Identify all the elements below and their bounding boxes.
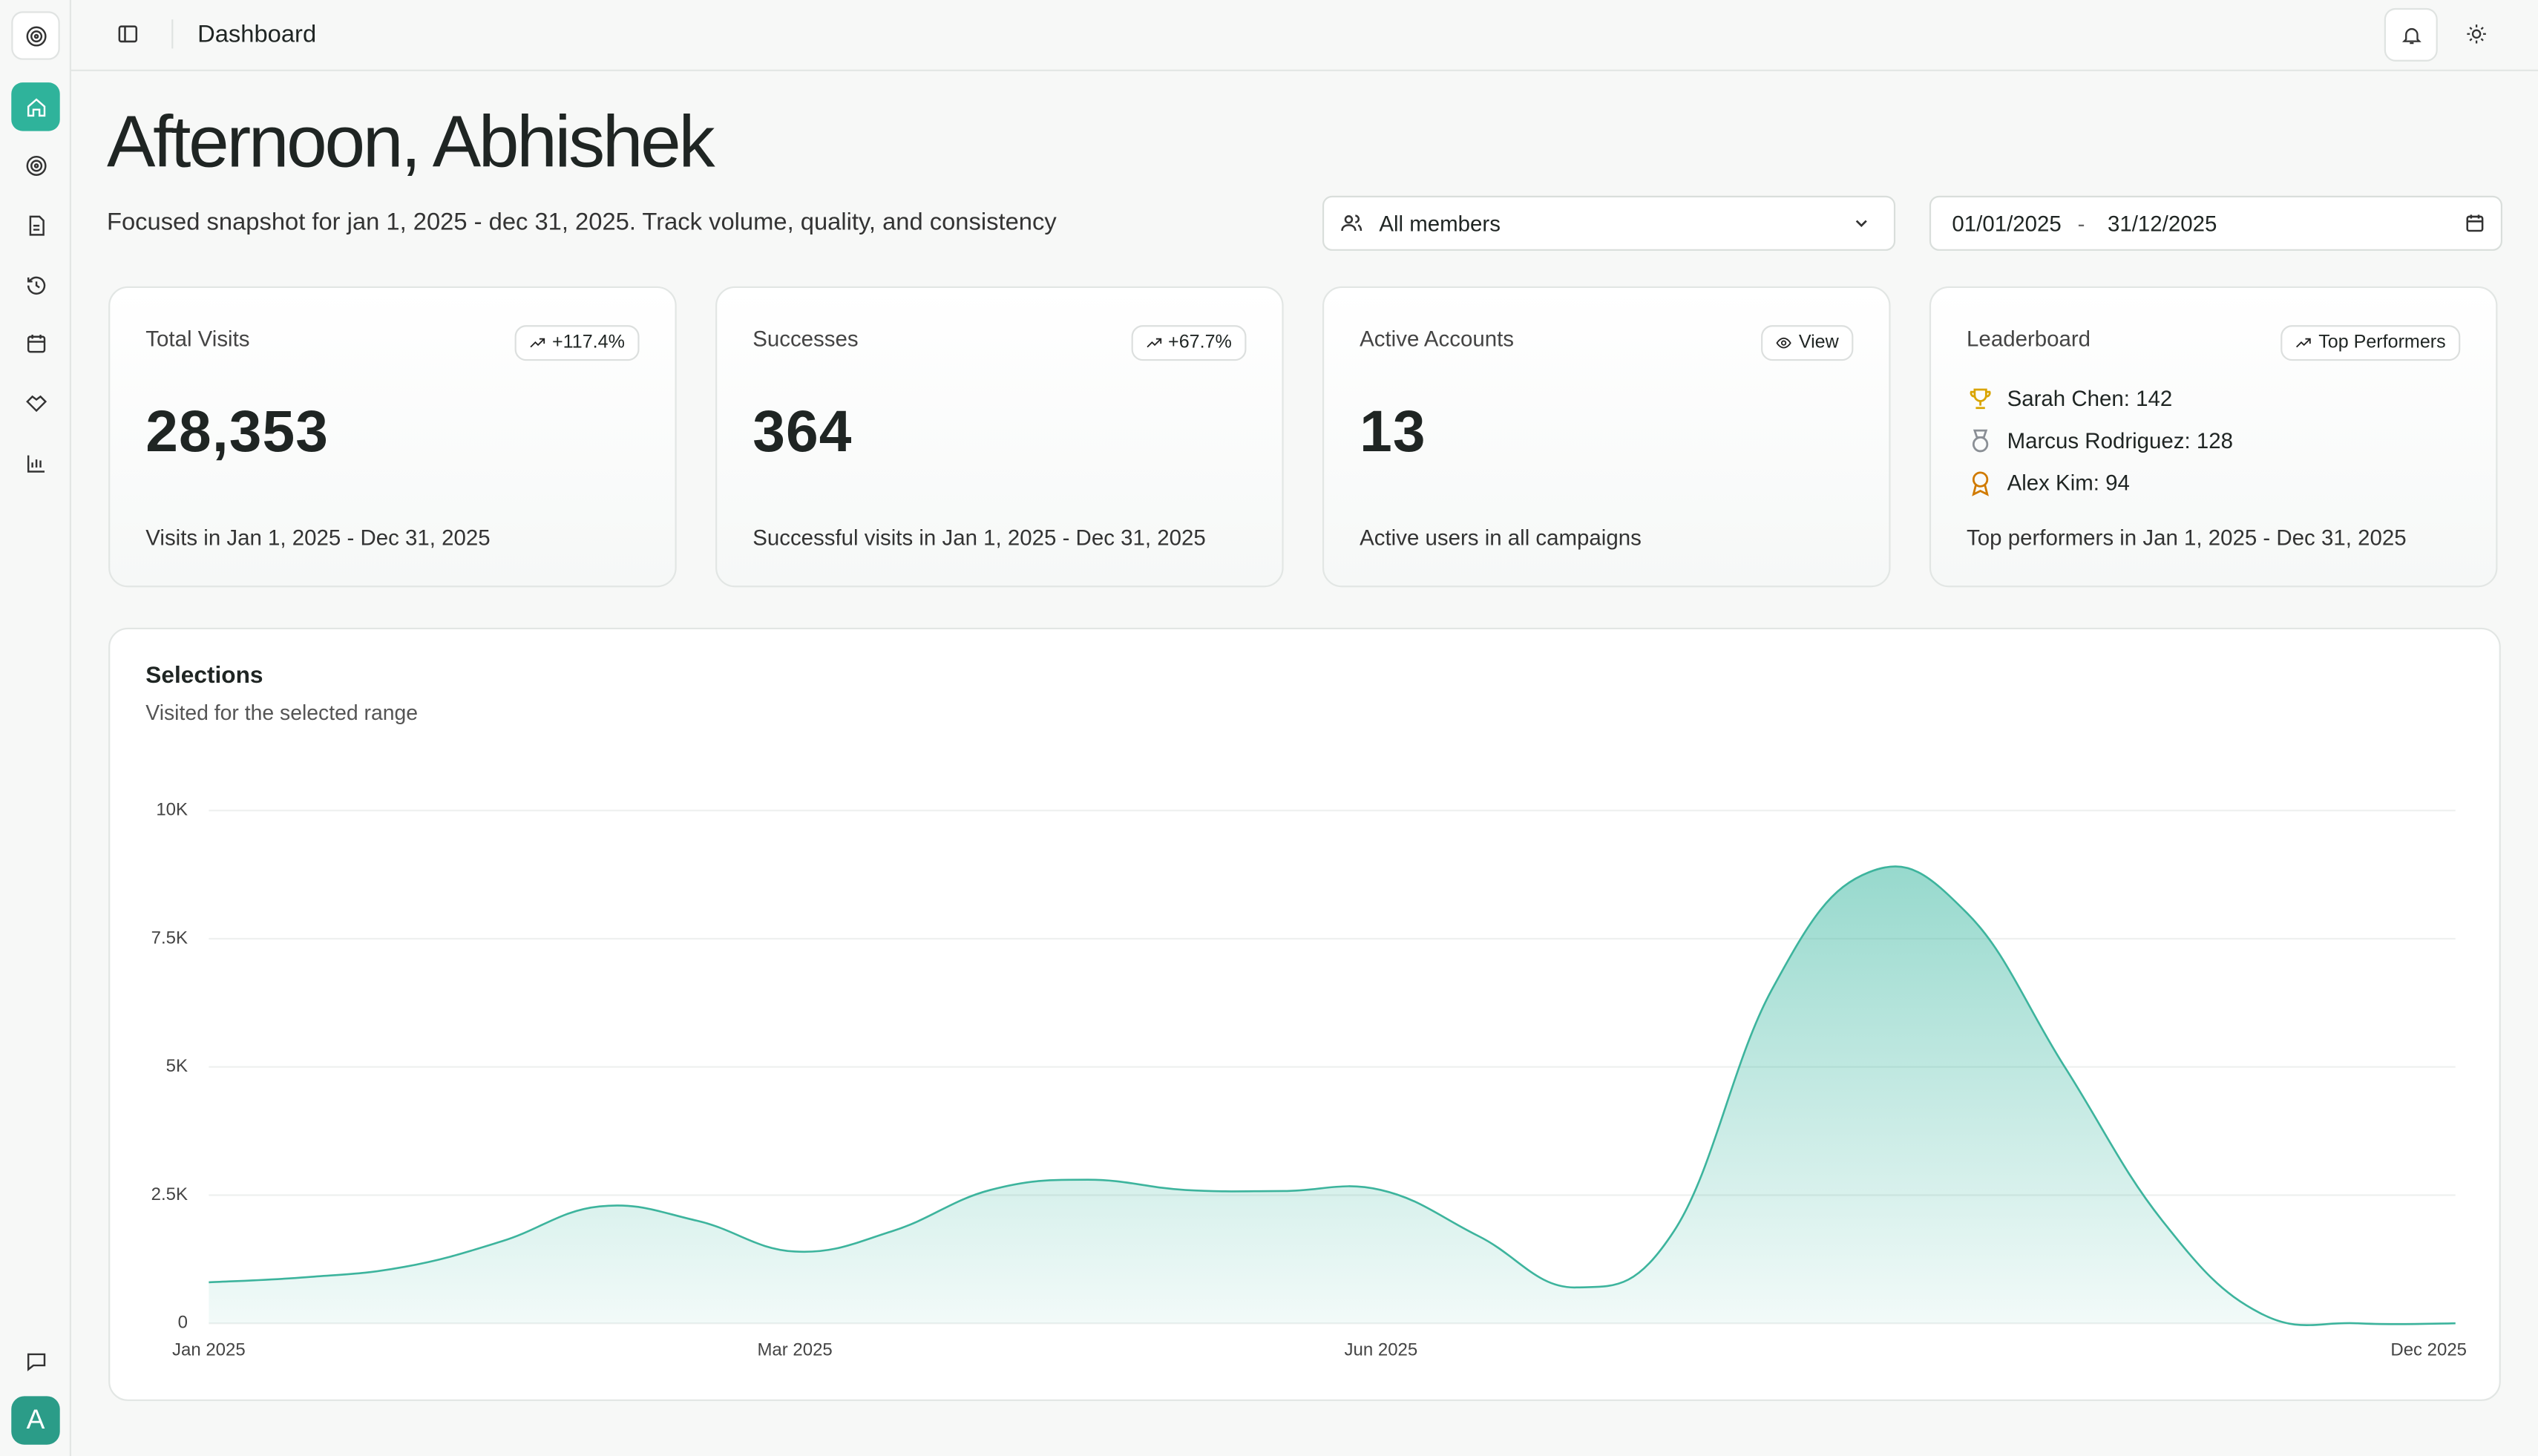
chart: 0 2.5K 5K 7.5K 10K Jan 2025 Mar 2025 Jun 2025 De… — [151, 800, 2467, 1360]
logo[interactable] — [11, 11, 60, 60]
card-badge: Top Performers — [2281, 325, 2461, 361]
date-end: 31/12/2025 — [2107, 211, 2217, 236]
y-tick-label: 0 — [178, 1313, 188, 1333]
area-line — [209, 865, 2456, 1326]
card-label: Successes — [752, 327, 859, 352]
card-description: Active users in all campaigns — [1360, 525, 1642, 551]
calendar-icon — [2466, 214, 2484, 232]
subtitle: Focused snapshot for jan 1, 2025 - dec 3… — [106, 209, 1057, 237]
badge-text: View — [1798, 333, 1839, 353]
y-tick-label: 5K — [166, 1056, 188, 1076]
page-title: Dashboard — [197, 21, 317, 49]
greeting: Afternoon, Abhishek — [106, 100, 715, 183]
nav-targets[interactable] — [11, 141, 59, 189]
sidebar: A — [0, 0, 71, 1456]
card-value: 364 — [752, 398, 853, 465]
notifications-button[interactable] — [2384, 7, 2438, 62]
nav-history[interactable] — [11, 260, 59, 309]
x-tick-label: Mar 2025 — [757, 1340, 832, 1360]
nav-reports[interactable] — [11, 439, 59, 487]
date-separator: - — [2077, 211, 2085, 236]
theme-button[interactable] — [2450, 8, 2501, 59]
top-bar: Dashboard — [70, 0, 2538, 71]
nav-deals[interactable] — [11, 378, 59, 427]
chart-card: Selections Visited for the selected rang… — [108, 627, 2501, 1401]
badge-text: Top Performers — [2318, 333, 2446, 353]
y-tick-label: 2.5K — [151, 1184, 188, 1204]
area-fill — [209, 866, 2456, 1325]
avatar[interactable]: A — [11, 1396, 60, 1445]
nav-messages[interactable] — [11, 1337, 59, 1385]
card-description: Visits in Jan 1, 2025 - Dec 31, 2025 — [145, 525, 491, 551]
nav-home[interactable] — [11, 82, 60, 131]
card-badge: +67.7% — [1130, 325, 1247, 361]
leader-entry: Alex Kim: 94 — [1967, 469, 2130, 496]
card-value: 13 — [1360, 398, 1426, 465]
leader-text: Alex Kim: 94 — [2007, 470, 2130, 496]
leaderboard-card: Leaderboard Top Performers Sarah Chen: 1… — [1929, 286, 2498, 588]
nav-calendar[interactable] — [11, 318, 59, 367]
sidebar-toggle[interactable] — [117, 23, 140, 46]
leader-text: Sarah Chen: 142 — [2007, 387, 2173, 411]
stat-card: Successes +67.7% 364 Successful visits i… — [715, 286, 1284, 588]
y-tick-label: 7.5K — [151, 928, 188, 948]
card-badge: +117.4% — [514, 325, 640, 361]
card-description: Top performers in Jan 1, 2025 - Dec 31, … — [1967, 525, 2407, 551]
badge-text: +117.4% — [552, 333, 625, 353]
stat-card: Active Accounts View 13 Active users in … — [1322, 286, 1891, 588]
badge-text: +67.7% — [1168, 333, 1232, 353]
view-button[interactable]: View — [1761, 325, 1854, 361]
card-label: Leaderboard — [1967, 327, 2091, 352]
card-label: Total Visits — [145, 327, 250, 352]
x-tick-label: Jun 2025 — [1345, 1340, 1418, 1360]
date-range[interactable]: 01/01/2025 - 31/12/2025 — [1929, 195, 2503, 251]
card-description: Successful visits in Jan 1, 2025 - Dec 3… — [752, 525, 1206, 551]
chart-title: Selections — [145, 663, 263, 689]
x-tick-label: Dec 2025 — [2390, 1340, 2467, 1360]
date-start: 01/01/2025 — [1952, 211, 2062, 236]
leader-entry: Sarah Chen: 142 — [1967, 385, 2172, 413]
chart-subtitle: Visited for the selected range — [145, 700, 419, 725]
y-tick-label: 10K — [156, 800, 188, 820]
card-value: 28,353 — [145, 398, 329, 465]
chevron — [1855, 220, 1867, 228]
users-icon — [1341, 214, 1363, 232]
members-select[interactable]: All members — [1322, 195, 1896, 251]
card-label: Active Accounts — [1360, 327, 1515, 352]
x-tick-label: Jan 2025 — [172, 1340, 246, 1360]
nav-documents[interactable] — [11, 200, 59, 249]
stat-card: Total Visits +117.4% 28,353 Visits in Ja… — [108, 286, 677, 588]
leader-text: Marcus Rodriguez: 128 — [2007, 428, 2234, 453]
leader-entry: Marcus Rodriguez: 128 — [1967, 427, 2233, 455]
members-value: All members — [1379, 211, 1501, 236]
divider — [171, 19, 174, 49]
